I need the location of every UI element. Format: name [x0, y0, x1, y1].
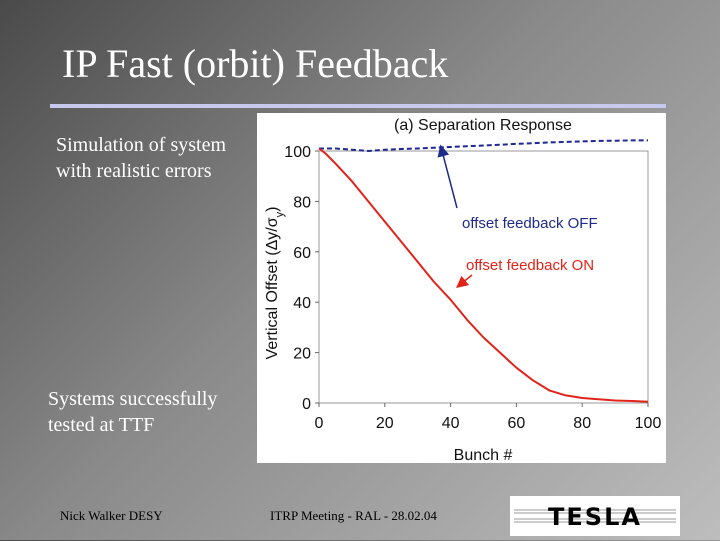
y-tick-label: 60: [293, 245, 311, 262]
title-underline: [50, 104, 666, 108]
x-tick-label: 100: [635, 415, 662, 432]
logo-text: TESLA: [548, 503, 642, 531]
tesla-logo-graphic: TESLA: [514, 503, 676, 531]
footer-author: Nick Walker DESY: [60, 508, 163, 523]
x-tick-label: 20: [376, 415, 394, 432]
series-line-offset-feedback-off: [319, 139, 648, 152]
y-axis-label: Vertical Offset (Δy/σy): [264, 207, 286, 360]
x-tick-label: 40: [442, 415, 460, 432]
series-line-offset-feedback-on: [318, 147, 649, 403]
annotation-arrow: [437, 144, 458, 209]
y-tick-label: 40: [293, 295, 311, 312]
footer-meeting: ITRP Meeting - RAL - 28.02.04: [270, 508, 437, 523]
systems-text: Systems successfully tested at TTF: [48, 388, 218, 436]
x-tick-label: 0: [315, 415, 324, 432]
annotation-label: offset feedback ON: [466, 257, 594, 274]
y-tick-label: 80: [293, 194, 311, 211]
chart-svg: (a) Separation Response Bunch # Vertical…: [264, 117, 662, 464]
x-tick-label: 60: [508, 415, 526, 432]
separation-response-chart: (a) Separation Response Bunch # Vertical…: [257, 113, 666, 464]
plot-frame: [318, 150, 649, 404]
annotation-label: offset feedback OFF: [462, 215, 598, 232]
chart-title: (a) Separation Response: [394, 117, 572, 134]
y-tick-label: 0: [302, 396, 311, 413]
slide-title: IP Fast (orbit) Feedback: [62, 41, 449, 86]
simulation-text: Simulation of system with realistic erro…: [56, 134, 226, 182]
tesla-logo: TESLA: [510, 496, 680, 536]
y-tick-label: 100: [284, 144, 311, 161]
annotation-arrow: [456, 274, 473, 289]
x-axis-label: Bunch #: [454, 447, 513, 463]
y-tick-label: 20: [293, 346, 311, 363]
x-tick-label: 80: [573, 415, 591, 432]
